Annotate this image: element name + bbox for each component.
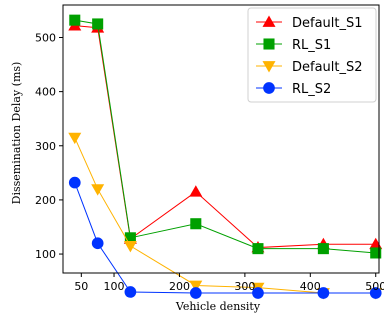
- data-point: [91, 184, 105, 196]
- data-point: [317, 243, 329, 255]
- x-tick-label: 500: [365, 280, 384, 293]
- data-point: [92, 18, 104, 30]
- legend-label: RL_S2: [292, 82, 331, 97]
- legend-marker: [262, 61, 276, 73]
- x-tick-label: 300: [234, 280, 255, 293]
- legend-item: RL_S2: [256, 82, 331, 97]
- data-point: [68, 132, 82, 145]
- y-tick-label: 100: [35, 248, 56, 261]
- data-point: [369, 287, 382, 299]
- legend-marker: [263, 82, 275, 94]
- plot-area: [68, 14, 383, 300]
- series-rl-s2: [68, 176, 382, 299]
- y-tick-label: 400: [35, 86, 56, 99]
- x-tick-label: 100: [104, 280, 125, 293]
- y-tick-label: 500: [35, 31, 56, 44]
- x-tick-label: 50: [74, 280, 88, 293]
- legend-label: RL_S1: [292, 38, 331, 53]
- series-line: [74, 182, 376, 294]
- x-tick-label: 200: [169, 280, 190, 293]
- series-default-s2: [68, 132, 383, 300]
- legend-item: Default_S1: [256, 15, 363, 31]
- data-point: [317, 287, 330, 299]
- x-tick-label: 400: [300, 280, 321, 293]
- x-axis-title: Vehicle density: [175, 300, 261, 313]
- data-point: [69, 14, 81, 26]
- data-point: [190, 218, 202, 230]
- y-tick-label: 300: [35, 140, 56, 153]
- legend: Default_S1 RL_S1 Default_S2 RL_S2: [247, 7, 377, 103]
- legend-marker: [262, 15, 276, 27]
- y-axis-title: Dissemination Delay (ms): [10, 62, 23, 205]
- legend-box: [247, 7, 377, 103]
- data-point: [189, 185, 203, 197]
- data-point: [68, 176, 81, 189]
- legend-label: Default_S2: [292, 60, 363, 75]
- data-point: [189, 280, 203, 292]
- data-point: [124, 232, 136, 244]
- legend-marker: [263, 38, 275, 50]
- legend-item: Default_S2: [256, 60, 363, 75]
- data-point: [124, 286, 137, 298]
- data-point: [189, 287, 202, 299]
- legend-label: Default_S1: [292, 16, 363, 31]
- series-rl-s1: [69, 14, 382, 259]
- y-tick-label: 200: [35, 194, 56, 207]
- data-point: [91, 237, 104, 250]
- plot-frame: [62, 4, 380, 274]
- series-line: [74, 137, 376, 294]
- data-point: [123, 241, 137, 253]
- axes: 50 100 200 300 400 500 100 200 300 400 500: [35, 4, 384, 293]
- legend-item: RL_S1: [256, 38, 331, 53]
- data-point: [252, 243, 264, 255]
- data-point: [252, 287, 264, 299]
- data-point: [370, 247, 382, 259]
